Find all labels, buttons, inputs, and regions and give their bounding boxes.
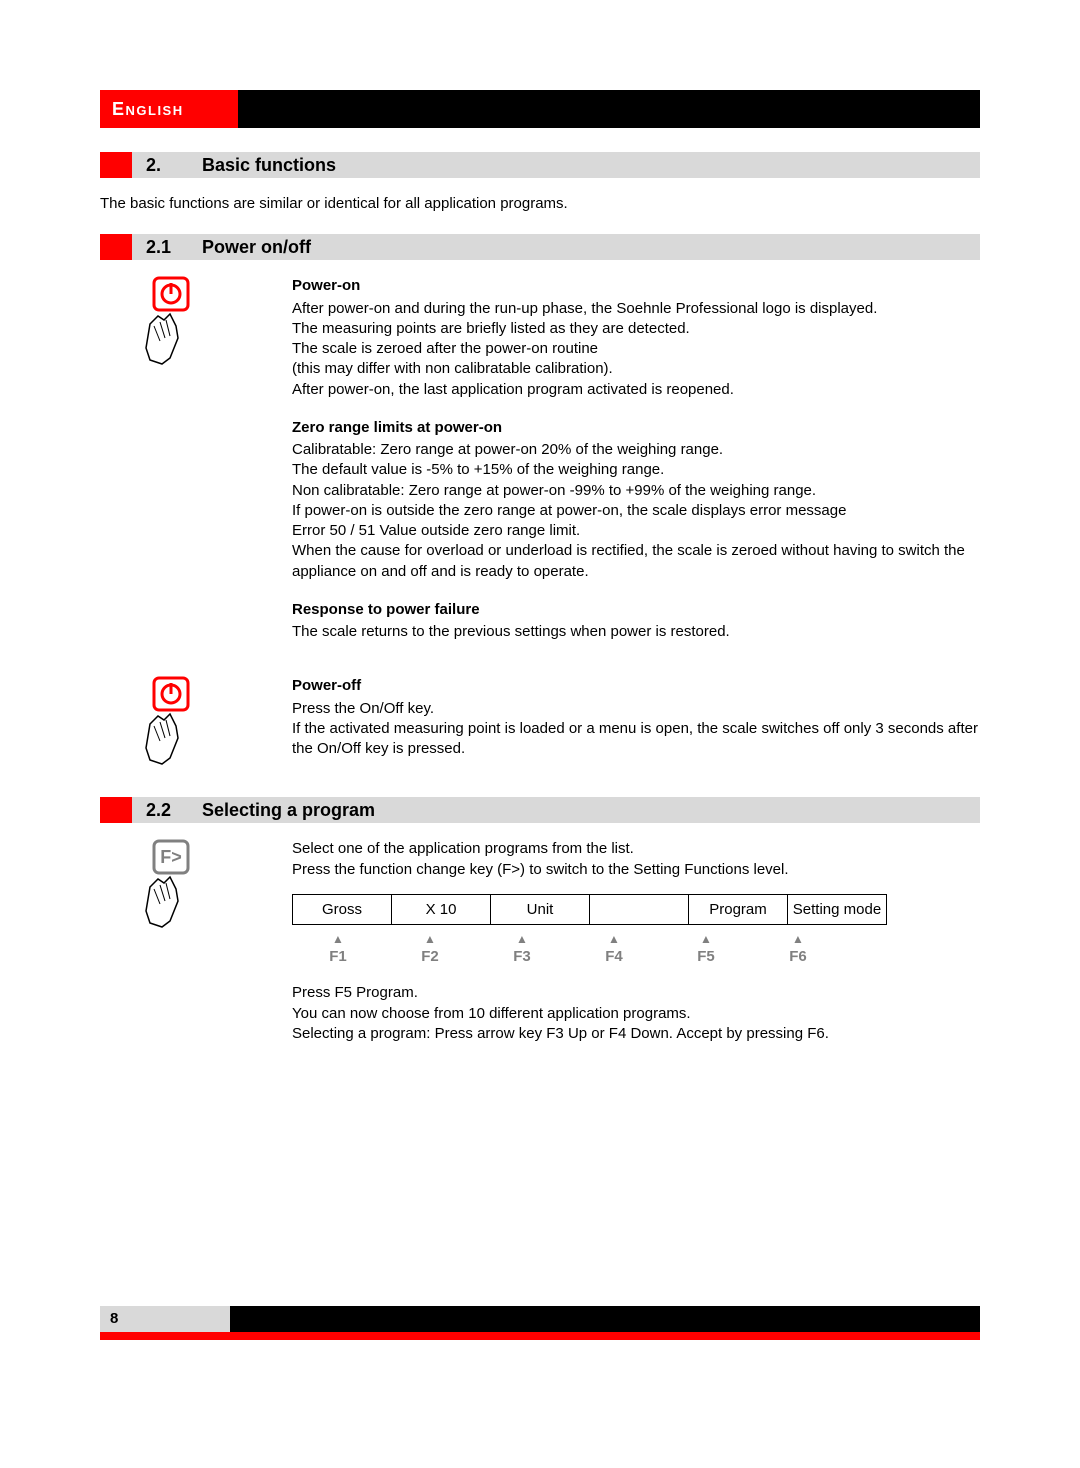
section-grey: 2.1 Power on/off xyxy=(132,234,980,260)
text-line: Select one of the application programs f… xyxy=(292,839,980,859)
fkey-f5: ▲ F5 xyxy=(660,933,752,967)
text-line: Press the function change key (F>) to sw… xyxy=(292,860,980,880)
text-line: The scale is zeroed after the power-on r… xyxy=(292,339,980,359)
fkey-label: F6 xyxy=(752,947,844,967)
table-row: Gross X 10 Unit Program Setting mode xyxy=(293,894,887,924)
power-failure-heading: Response to power failure xyxy=(292,600,980,620)
power-failure-block: Response to power failure The scale retu… xyxy=(292,600,980,643)
power-on-row: Power-on After power-on and during the r… xyxy=(100,276,980,660)
icon-column xyxy=(100,276,292,660)
section-number: 2.2 xyxy=(146,798,202,822)
text-line: The default value is -5% to +15% of the … xyxy=(292,460,980,480)
up-arrow-icon: ▲ xyxy=(568,933,660,945)
page-number: 8 xyxy=(100,1306,230,1332)
text-line: Press the On/Off key. xyxy=(292,699,980,719)
content-column: Power-on After power-on and during the r… xyxy=(292,276,980,660)
section-number: 2.1 xyxy=(146,235,202,259)
text-line: The measuring points are briefly listed … xyxy=(292,319,980,339)
table-cell: Setting mode xyxy=(788,894,887,924)
section-title: Basic functions xyxy=(202,153,336,177)
svg-text:F>: F> xyxy=(160,847,182,867)
fkey-label: F3 xyxy=(476,947,568,967)
text-line: The scale returns to the previous settin… xyxy=(292,622,980,642)
up-arrow-icon: ▲ xyxy=(384,933,476,945)
text-line: Non calibratable: Zero range at power-on… xyxy=(292,481,980,501)
text-line: Selecting a program: Press arrow key F3 … xyxy=(292,1024,980,1044)
power-off-block: Power-off Press the On/Off key. If the a… xyxy=(292,676,980,759)
power-off-row: Power-off Press the On/Off key. If the a… xyxy=(100,676,980,777)
content-column: Power-off Press the On/Off key. If the a… xyxy=(292,676,980,777)
icon-column: F> xyxy=(100,839,292,1044)
header-black xyxy=(238,90,980,128)
section-red-square xyxy=(100,152,132,178)
section-2-bar: 2. Basic functions xyxy=(100,152,980,178)
up-arrow-icon: ▲ xyxy=(476,933,568,945)
section-number: 2. xyxy=(146,153,202,177)
fkey-row: ▲ F1 ▲ F2 ▲ F3 ▲ F4 ▲ F5 xyxy=(292,933,980,967)
text-line: You can now choose from 10 different app… xyxy=(292,1004,980,1024)
intro-text: The basic functions are similar or ident… xyxy=(100,194,980,214)
footer-black xyxy=(230,1306,980,1332)
section-2-2-bar: 2.2 Selecting a program xyxy=(100,797,980,823)
hand-pressing-power-icon xyxy=(140,676,200,766)
zero-range-block: Zero range limits at power-on Calibratab… xyxy=(292,418,980,582)
page-footer: 8 xyxy=(100,1306,980,1340)
power-on-block: Power-on After power-on and during the r… xyxy=(292,276,980,400)
table-cell: X 10 xyxy=(392,894,491,924)
function-key-table: Gross X 10 Unit Program Setting mode xyxy=(292,894,887,925)
text-line: If power-on is outside the zero range at… xyxy=(292,501,980,521)
power-on-heading: Power-on xyxy=(292,276,980,296)
section-title: Selecting a program xyxy=(202,798,375,822)
fkey-f1: ▲ F1 xyxy=(292,933,384,967)
section-red-square xyxy=(100,797,132,823)
hand-pressing-power-icon xyxy=(140,276,200,366)
fkey-f4: ▲ F4 xyxy=(568,933,660,967)
text-line: When the cause for overload or underload… xyxy=(292,541,980,582)
fkey-label: F5 xyxy=(660,947,752,967)
section-title: Power on/off xyxy=(202,235,311,259)
hand-pressing-fkey-icon: F> xyxy=(140,839,200,929)
select-program-row: F> Select one of the application program… xyxy=(100,839,980,1044)
text-line: After power-on, the last application pro… xyxy=(292,380,980,400)
fkey-label: F2 xyxy=(384,947,476,967)
content-column: Select one of the application programs f… xyxy=(292,839,980,1044)
text-line: After power-on and during the run-up pha… xyxy=(292,299,980,319)
language-tab: English xyxy=(100,90,238,128)
section-red-square xyxy=(100,234,132,260)
text-line: Calibratable: Zero range at power-on 20%… xyxy=(292,440,980,460)
footer-red-stripe xyxy=(100,1332,980,1340)
fkey-label: F4 xyxy=(568,947,660,967)
section-grey: 2.2 Selecting a program xyxy=(132,797,980,823)
table-cell xyxy=(590,894,689,924)
table-cell: Program xyxy=(689,894,788,924)
up-arrow-icon: ▲ xyxy=(752,933,844,945)
fkey-f2: ▲ F2 xyxy=(384,933,476,967)
section-2-1-bar: 2.1 Power on/off xyxy=(100,234,980,260)
up-arrow-icon: ▲ xyxy=(660,933,752,945)
footer-bar: 8 xyxy=(100,1306,980,1332)
text-line: Press F5 Program. xyxy=(292,983,980,1003)
zero-range-heading: Zero range limits at power-on xyxy=(292,418,980,438)
fkey-f3: ▲ F3 xyxy=(476,933,568,967)
section-grey: 2. Basic functions xyxy=(132,152,980,178)
page: English 2. Basic functions The basic fun… xyxy=(0,0,1080,1380)
text-line: Error 50 / 51 Value outside zero range l… xyxy=(292,521,980,541)
fkey-f6: ▲ F6 xyxy=(752,933,844,967)
text-line: If the activated measuring point is load… xyxy=(292,719,980,760)
table-cell: Gross xyxy=(293,894,392,924)
header-bar: English xyxy=(100,90,980,128)
table-cell: Unit xyxy=(491,894,590,924)
fkey-label: F1 xyxy=(292,947,384,967)
text-line: (this may differ with non calibratable c… xyxy=(292,359,980,379)
icon-column xyxy=(100,676,292,777)
power-off-heading: Power-off xyxy=(292,676,980,696)
up-arrow-icon: ▲ xyxy=(292,933,384,945)
